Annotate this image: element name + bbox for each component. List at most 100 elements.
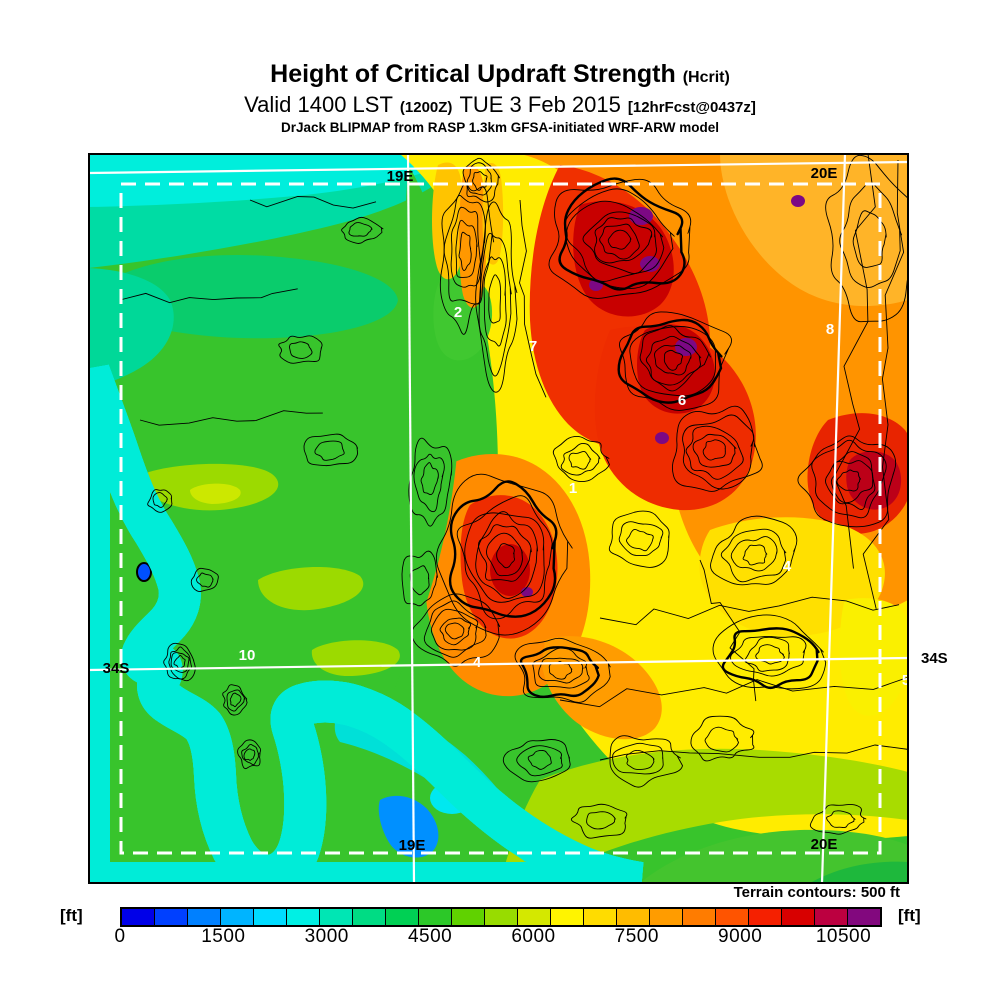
colorbar-tick-label: 10500 — [815, 926, 872, 947]
colorbar-segment — [221, 909, 253, 925]
colorbar-segment — [485, 909, 517, 925]
colorbar-area: [ft] 0 1500 3000 4500 6000 7500 9000 10500 [ft] — [0, 0, 1000, 947]
contour-line — [168, 646, 192, 680]
contour-line — [443, 194, 486, 305]
value-label: 4 — [473, 654, 482, 671]
contour-line — [560, 443, 601, 476]
contour-line — [163, 642, 196, 682]
value-label: 2 — [454, 304, 462, 321]
contour-line — [411, 593, 501, 667]
contour-line — [685, 425, 744, 480]
contour-line — [408, 437, 453, 527]
island — [136, 562, 152, 582]
contour-line — [196, 572, 214, 588]
colorbar-segment — [815, 909, 847, 925]
contour-line — [423, 600, 487, 658]
contour-line — [409, 565, 430, 596]
contour-line — [152, 492, 168, 508]
contour-line — [704, 726, 739, 753]
contour-line — [599, 223, 640, 260]
contour-line — [486, 532, 523, 577]
contour-line — [401, 550, 438, 607]
grid-label: 20E — [811, 836, 838, 853]
contour-line — [119, 288, 298, 304]
map-fill-layers — [89, 154, 908, 883]
colorbar-segment — [749, 909, 781, 925]
contour-line — [303, 433, 359, 467]
contour-line — [278, 335, 323, 364]
valid-prefix: Valid 1400 LST — [244, 92, 393, 117]
contour-line — [744, 636, 790, 672]
contour-line — [830, 460, 874, 504]
contour-line — [475, 511, 539, 599]
latitude-line-33s — [89, 160, 908, 175]
value-label: 7 — [529, 338, 537, 355]
contour-line — [139, 410, 323, 426]
valid-line: Valid 1400 LST (1200Z) TUE 3 Feb 2015 [1… — [0, 92, 1000, 118]
colorbar-segment — [584, 909, 616, 925]
colorbar-tick-label: 4500 — [407, 926, 453, 947]
contour-line — [448, 480, 558, 618]
contour-line — [462, 157, 501, 203]
contour-line — [455, 219, 478, 278]
contour-line — [607, 229, 632, 250]
value-label: 4 — [783, 558, 792, 575]
contour-line — [147, 489, 173, 513]
contour-line — [548, 178, 692, 299]
contour-line — [456, 495, 554, 620]
contour-line — [682, 414, 755, 490]
colorbar-segment — [419, 909, 451, 925]
contour-line — [559, 676, 908, 708]
contour-line — [483, 256, 507, 347]
colorbar-segment — [683, 909, 715, 925]
contour-line — [612, 742, 664, 775]
colorbar-segment — [650, 909, 682, 925]
colorbar-segment — [155, 909, 187, 925]
colorbar-tick-label: 1500 — [201, 926, 246, 947]
colorbar-segment — [188, 909, 220, 925]
contour-line — [720, 528, 787, 583]
contour-line — [582, 211, 657, 274]
contour-line — [502, 739, 571, 783]
contour-line — [586, 811, 616, 830]
valid-zulu: (1200Z) — [399, 99, 453, 116]
contour-line — [755, 644, 785, 665]
contour-line — [568, 450, 592, 470]
graticule — [89, 154, 908, 883]
colorbar-segment — [848, 909, 880, 925]
contour-line — [599, 596, 900, 626]
contour-line — [558, 177, 686, 291]
contour-line — [413, 453, 445, 513]
colorbar-segment — [617, 909, 649, 925]
contour-line — [702, 439, 726, 461]
contour-line — [625, 749, 655, 770]
colorbar — [120, 907, 882, 927]
colorbar-segment — [254, 909, 286, 925]
contour-line — [464, 512, 545, 603]
colorbar-tick-label: 9000 — [718, 926, 763, 947]
map-border — [88, 153, 909, 884]
colorbar-segment — [122, 909, 154, 925]
contour-line — [519, 199, 547, 398]
contour-line — [190, 567, 219, 592]
colorbar-tick-label: 0 — [114, 926, 126, 947]
contour-line — [826, 810, 856, 829]
contour-line — [249, 196, 377, 209]
contour-line — [570, 803, 628, 839]
contour-line — [639, 325, 711, 392]
contour-line — [527, 750, 552, 770]
contour-line — [618, 521, 664, 557]
contour-line — [289, 341, 313, 359]
colorbar-segment — [551, 909, 583, 925]
value-label: 5 — [902, 672, 910, 689]
contour-line — [241, 743, 260, 766]
grid-label: 19E — [387, 168, 414, 185]
contour-line — [809, 803, 867, 835]
colorbar-tick-label: 6000 — [511, 926, 556, 947]
contour-line — [712, 614, 827, 690]
contour-line — [538, 657, 584, 684]
contour-line — [742, 544, 768, 566]
contour-line — [663, 349, 683, 371]
contour-line — [619, 311, 732, 411]
